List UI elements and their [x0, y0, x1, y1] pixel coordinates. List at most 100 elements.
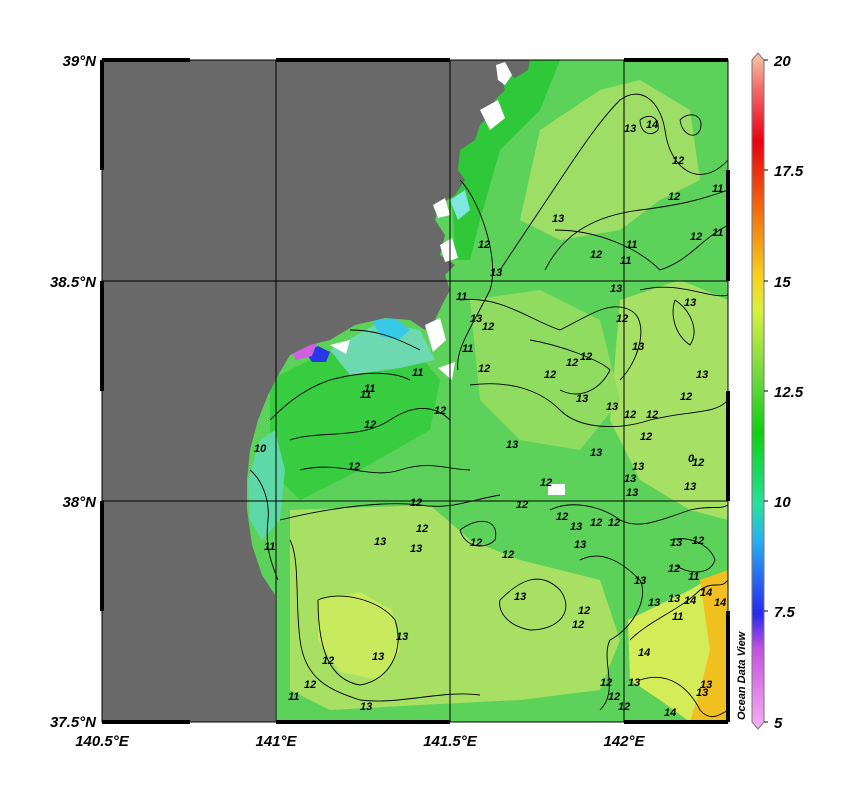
- contour-label: 12: [566, 357, 578, 369]
- contour-label: 14: [714, 597, 726, 609]
- contour-label: 12: [434, 405, 446, 417]
- contour-label: 11: [688, 571, 699, 583]
- contour-label: 12: [478, 363, 490, 375]
- contour-line: [499, 578, 567, 631]
- contour-label: 12: [410, 497, 422, 509]
- contour-label: 11: [456, 291, 467, 303]
- contour-label: 13: [648, 597, 660, 609]
- lon-labels: 140.5°E 141°E 141.5°E 142°E: [75, 733, 645, 750]
- map-frame: [100, 58, 730, 724]
- contour-line: [459, 520, 497, 547]
- warm-patch-mid: [470, 290, 620, 450]
- lon-label: 141.5°E: [423, 733, 478, 750]
- contour-label: 13: [514, 591, 526, 603]
- contour-label: 13: [632, 341, 644, 353]
- contour-label: 13: [374, 536, 386, 548]
- contour-label: 12: [668, 191, 680, 203]
- no-data: [330, 62, 565, 495]
- contour-label: 11: [264, 541, 275, 553]
- contour-label: 13: [396, 631, 408, 643]
- land-west: [102, 60, 505, 722]
- contour-line: [679, 114, 702, 136]
- graticule: [102, 60, 728, 722]
- contour-label: 11: [360, 389, 371, 401]
- no-data-patch: [496, 62, 512, 85]
- contour-line: [249, 469, 279, 581]
- ocean-data-view-watermark: Ocean Data View: [736, 630, 748, 720]
- contour-label: 14: [684, 595, 696, 607]
- frame-bar: [276, 720, 450, 724]
- contour-label: 12: [556, 511, 568, 523]
- contour-line: [349, 329, 421, 351]
- warm-patch-northeast: [520, 80, 700, 240]
- colorbar-label: 7.5: [774, 604, 796, 621]
- contour-label: 14: [664, 707, 676, 719]
- contour-label: 12: [580, 351, 592, 363]
- lon-label: 141°E: [255, 733, 297, 750]
- frame-bar: [726, 391, 730, 501]
- contour-label: 13: [696, 369, 708, 381]
- contour-label: 13: [634, 575, 646, 587]
- colorbar-label: 17.5: [774, 163, 804, 180]
- contour-label: 13: [552, 213, 564, 225]
- contour-label: 13: [632, 461, 644, 473]
- no-data-patch: [440, 238, 458, 262]
- contour-line: [639, 676, 728, 718]
- cold-patch-lightblue: [450, 190, 470, 220]
- contour-label: 14: [646, 119, 658, 131]
- frame-bar: [726, 611, 730, 722]
- colorbar-label: 5: [774, 715, 783, 732]
- frame-bar: [100, 501, 104, 611]
- frame-bar: [624, 58, 728, 62]
- contour-label: 11: [462, 343, 473, 355]
- colorbar-ticks: [764, 59, 768, 723]
- frame-bar: [100, 281, 104, 391]
- contour-label: 11: [412, 367, 423, 379]
- sst-field: [248, 60, 728, 722]
- contour-label: 12: [578, 605, 590, 617]
- contour-label: 12: [680, 391, 692, 403]
- contour-label: 12: [590, 517, 602, 529]
- contour-label: 0: [688, 453, 695, 465]
- contour-label: 13: [668, 593, 680, 605]
- contour-label: 13: [696, 687, 708, 699]
- contour-label: 13: [490, 267, 502, 279]
- map-plot[interactable]: 13 12 12 11 13 12 11 11 12 13 11 12 11 1…: [102, 60, 728, 722]
- frame-bar: [102, 58, 190, 62]
- contour-label: 12: [590, 249, 602, 261]
- lat-labels: 39°N 38.5°N 38°N 37.5°N: [50, 53, 97, 731]
- contour-label: 13: [576, 393, 588, 405]
- contour-label: 12: [690, 231, 702, 243]
- contour-label: 14: [638, 647, 650, 659]
- contour-label: 12: [600, 677, 612, 689]
- contour-label: 12: [646, 409, 658, 421]
- contour-label: 14: [700, 587, 712, 599]
- contour-label: 12: [672, 155, 684, 167]
- colorbar-label: 12.5: [774, 384, 804, 401]
- contour-label: 13: [624, 123, 636, 135]
- contour-line: [269, 372, 411, 421]
- warm-patch-south-core: [318, 592, 400, 680]
- contour-labels: 13 12 12 11 13 12 11 11 12 13 11 12 11 1…: [254, 119, 726, 719]
- lon-label: 140.5°E: [75, 733, 130, 750]
- contour-label: 10: [254, 443, 267, 455]
- contour-label: 11: [620, 255, 631, 267]
- frame-bar: [726, 170, 730, 281]
- colorbar-label: 15: [774, 274, 791, 291]
- hot-patch-southeast: [690, 570, 728, 722]
- contour-line: [639, 116, 659, 134]
- contour-label: 12: [516, 499, 528, 511]
- lat-label: 38.5°N: [50, 274, 97, 291]
- contour-label: 13: [626, 487, 638, 499]
- contour-line: [457, 179, 494, 371]
- contour-label: 12: [608, 517, 620, 529]
- contour-line: [672, 299, 695, 346]
- contour-label: 12: [544, 369, 556, 381]
- contour-label: 13: [624, 473, 636, 485]
- contour-label: 13: [700, 679, 712, 691]
- contour-line: [669, 538, 716, 573]
- contour-label: 11: [626, 239, 637, 251]
- contour-label: 13: [606, 401, 618, 413]
- contour-label: 12: [692, 535, 704, 547]
